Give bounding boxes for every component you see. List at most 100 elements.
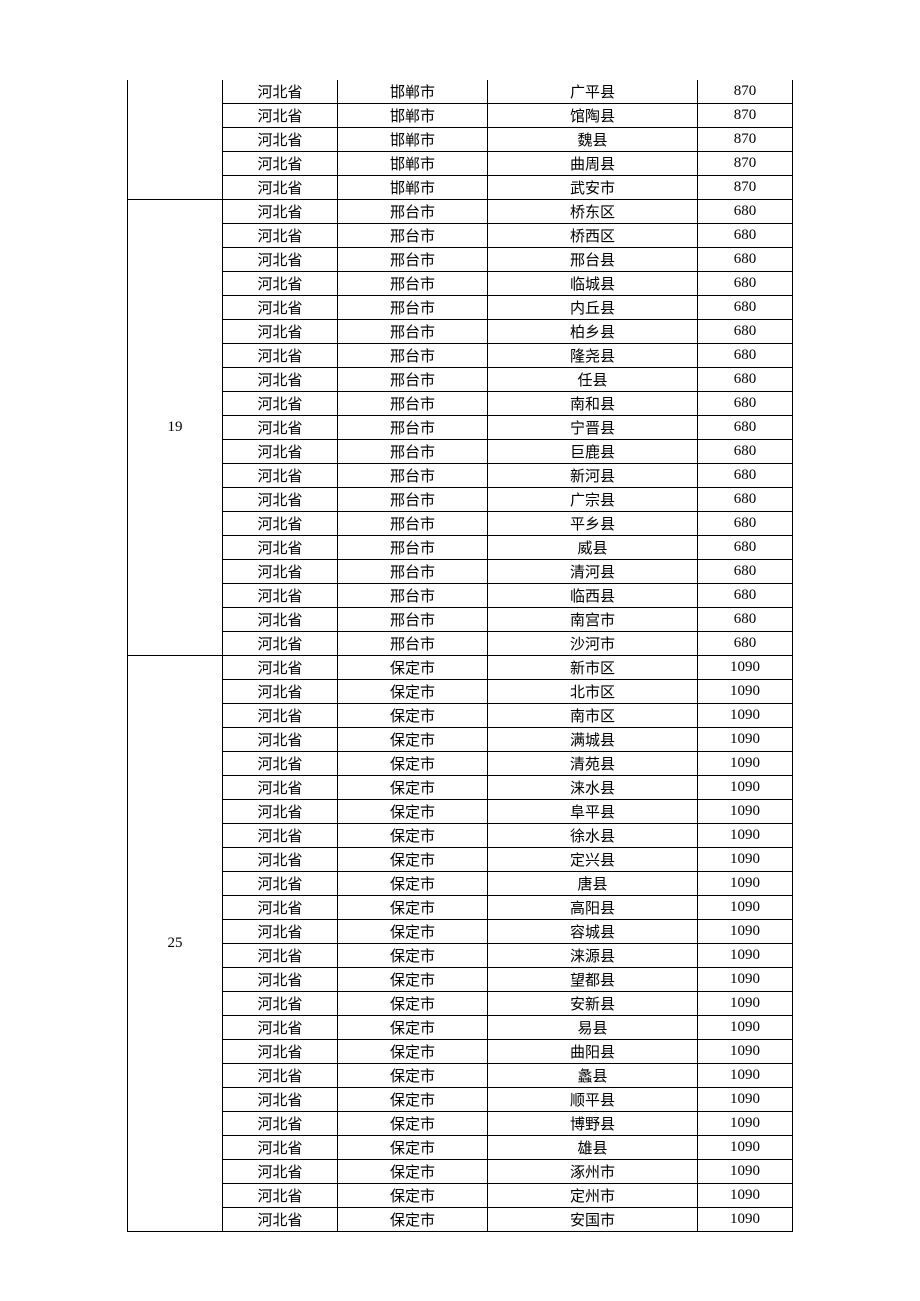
- value-cell: 1090: [698, 1112, 793, 1136]
- value-cell: 1090: [698, 992, 793, 1016]
- province-cell: 河北省: [223, 1184, 338, 1208]
- city-cell: 保定市: [338, 1040, 488, 1064]
- county-cell: 顺平县: [488, 1088, 698, 1112]
- county-cell: 蠡县: [488, 1064, 698, 1088]
- table-row: 河北省邯郸市广平县870: [128, 80, 793, 104]
- table-row: 河北省保定市望都县1090: [128, 968, 793, 992]
- county-cell: 清苑县: [488, 752, 698, 776]
- province-cell: 河北省: [223, 776, 338, 800]
- city-cell: 邢台市: [338, 536, 488, 560]
- table-row: 河北省邢台市清河县680: [128, 560, 793, 584]
- city-cell: 保定市: [338, 728, 488, 752]
- county-cell: 博野县: [488, 1112, 698, 1136]
- county-cell: 平乡县: [488, 512, 698, 536]
- province-cell: 河北省: [223, 536, 338, 560]
- table-row: 河北省保定市北市区1090: [128, 680, 793, 704]
- province-cell: 河北省: [223, 872, 338, 896]
- value-cell: 1090: [698, 680, 793, 704]
- province-cell: 河北省: [223, 992, 338, 1016]
- city-cell: 保定市: [338, 872, 488, 896]
- table-body: 河北省邯郸市广平县870河北省邯郸市馆陶县870河北省邯郸市魏县870河北省邯郸…: [128, 80, 793, 1232]
- county-cell: 满城县: [488, 728, 698, 752]
- city-cell: 保定市: [338, 944, 488, 968]
- value-cell: 1090: [698, 872, 793, 896]
- value-cell: 870: [698, 176, 793, 200]
- city-cell: 保定市: [338, 1112, 488, 1136]
- county-cell: 曲阳县: [488, 1040, 698, 1064]
- province-cell: 河北省: [223, 1040, 338, 1064]
- value-cell: 1090: [698, 1040, 793, 1064]
- city-cell: 保定市: [338, 800, 488, 824]
- province-cell: 河北省: [223, 224, 338, 248]
- table-row: 河北省保定市高阳县1090: [128, 896, 793, 920]
- city-cell: 邢台市: [338, 272, 488, 296]
- province-cell: 河北省: [223, 920, 338, 944]
- value-cell: 1090: [698, 1064, 793, 1088]
- province-cell: 河北省: [223, 344, 338, 368]
- table-row: 河北省保定市容城县1090: [128, 920, 793, 944]
- city-cell: 保定市: [338, 920, 488, 944]
- city-cell: 邢台市: [338, 464, 488, 488]
- table-row: 河北省保定市唐县1090: [128, 872, 793, 896]
- table-row: 河北省保定市安国市1090: [128, 1208, 793, 1232]
- county-cell: 巨鹿县: [488, 440, 698, 464]
- county-cell: 南和县: [488, 392, 698, 416]
- city-cell: 邯郸市: [338, 176, 488, 200]
- county-cell: 阜平县: [488, 800, 698, 824]
- value-cell: 680: [698, 200, 793, 224]
- province-cell: 河北省: [223, 1136, 338, 1160]
- county-cell: 定兴县: [488, 848, 698, 872]
- city-cell: 邢台市: [338, 368, 488, 392]
- value-cell: 870: [698, 104, 793, 128]
- city-cell: 保定市: [338, 992, 488, 1016]
- city-cell: 邢台市: [338, 224, 488, 248]
- province-cell: 河北省: [223, 248, 338, 272]
- city-cell: 保定市: [338, 968, 488, 992]
- city-cell: 邯郸市: [338, 104, 488, 128]
- table-row: 河北省邢台市桥西区680: [128, 224, 793, 248]
- table-row: 河北省保定市博野县1090: [128, 1112, 793, 1136]
- county-cell: 新河县: [488, 464, 698, 488]
- province-cell: 河北省: [223, 848, 338, 872]
- value-cell: 680: [698, 344, 793, 368]
- value-cell: 1090: [698, 848, 793, 872]
- table-row: 河北省保定市易县1090: [128, 1016, 793, 1040]
- table-row: 河北省邢台市临西县680: [128, 584, 793, 608]
- table-row: 河北省邢台市南宫市680: [128, 608, 793, 632]
- city-cell: 邢台市: [338, 560, 488, 584]
- province-cell: 河北省: [223, 416, 338, 440]
- province-cell: 河北省: [223, 896, 338, 920]
- value-cell: 680: [698, 584, 793, 608]
- value-cell: 1090: [698, 824, 793, 848]
- county-cell: 曲周县: [488, 152, 698, 176]
- city-cell: 邢台市: [338, 248, 488, 272]
- city-cell: 保定市: [338, 896, 488, 920]
- province-cell: 河北省: [223, 152, 338, 176]
- table-row: 河北省邢台市巨鹿县680: [128, 440, 793, 464]
- county-cell: 南市区: [488, 704, 698, 728]
- city-cell: 邢台市: [338, 392, 488, 416]
- province-cell: 河北省: [223, 1160, 338, 1184]
- county-cell: 临西县: [488, 584, 698, 608]
- province-cell: 河北省: [223, 560, 338, 584]
- value-cell: 1090: [698, 968, 793, 992]
- city-cell: 邢台市: [338, 488, 488, 512]
- province-cell: 河北省: [223, 584, 338, 608]
- county-cell: 涿州市: [488, 1160, 698, 1184]
- province-cell: 河北省: [223, 728, 338, 752]
- value-cell: 1090: [698, 1016, 793, 1040]
- county-cell: 宁晋县: [488, 416, 698, 440]
- province-cell: 河北省: [223, 296, 338, 320]
- county-cell: 广宗县: [488, 488, 698, 512]
- table-row: 19河北省邢台市桥东区680: [128, 200, 793, 224]
- county-cell: 安国市: [488, 1208, 698, 1232]
- table-row: 河北省保定市清苑县1090: [128, 752, 793, 776]
- table-row: 河北省保定市南市区1090: [128, 704, 793, 728]
- county-cell: 桥西区: [488, 224, 698, 248]
- value-cell: 680: [698, 536, 793, 560]
- city-cell: 保定市: [338, 848, 488, 872]
- county-cell: 南宫市: [488, 608, 698, 632]
- table-row: 河北省保定市涿州市1090: [128, 1160, 793, 1184]
- table-row: 河北省保定市阜平县1090: [128, 800, 793, 824]
- city-cell: 邢台市: [338, 320, 488, 344]
